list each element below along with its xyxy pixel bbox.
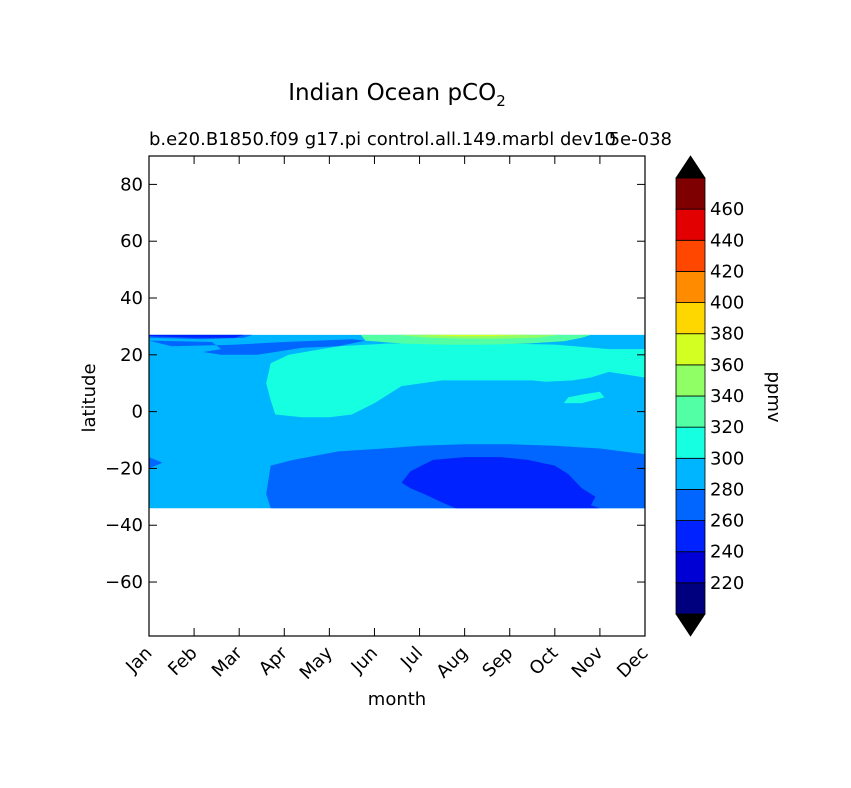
colorbar-extend-max [675, 155, 706, 179]
contour-region-7 [149, 457, 163, 469]
y-tick-label: −40 [105, 515, 143, 536]
colorbar-band [675, 457, 706, 490]
y-tick-label: 20 [120, 345, 143, 366]
colorbar-tick-label: 420 [710, 261, 744, 282]
contour-region-1 [266, 343, 645, 418]
x-tick-label: Jul [396, 643, 427, 674]
chart-title-main: Indian Ocean pCO [288, 80, 496, 106]
x-tick-label: Feb [164, 643, 201, 680]
colorbar-band [675, 395, 706, 428]
colorbar: 220 240 260 280 300 320 340 360 380 400 420 440 460 [675, 155, 744, 637]
colorbar-tick-label: 280 [710, 479, 744, 500]
y-axis-label: latitude [79, 363, 100, 432]
colorbar-band [675, 239, 706, 272]
colorbar-band [675, 177, 706, 210]
colorbar-band [675, 551, 706, 584]
colorbar-tick-label: 220 [710, 573, 744, 594]
colorbar-tick-label: 360 [710, 355, 744, 376]
y-tick-label: 40 [120, 288, 143, 309]
contour-region-4 [397, 334, 560, 339]
colorbar-tick-label: 300 [710, 448, 744, 469]
x-tick-label: Jan [121, 643, 156, 678]
colorbar-band [675, 302, 706, 335]
colorbar-tick-label: 320 [710, 417, 744, 438]
y-axis-ticks: 80 60 40 20 0 −20 −40 −60 [105, 174, 645, 593]
colorbar-tick-label: 440 [710, 230, 744, 251]
colorbar-band [675, 333, 706, 366]
y-tick-label: −20 [105, 458, 143, 479]
x-tick-label: Oct [525, 643, 562, 680]
x-tick-label: Aug [432, 643, 472, 683]
x-tick-label: Dec [613, 643, 652, 682]
colorbar-band [675, 520, 706, 553]
contour-region-8 [401, 457, 600, 509]
x-tick-label: Apr [255, 642, 292, 679]
colorbar-extend-min [675, 613, 706, 637]
chart-subtitle: b.e20.B1850.f09 g17.pi control.all.149.m… [149, 129, 616, 150]
colorbar-tick-label: 380 [710, 324, 744, 345]
plot-frame [148, 155, 646, 637]
chart-subtitle-overlap: 5e-038 [609, 129, 672, 150]
y-tick-label: 60 [120, 231, 143, 252]
x-tick-label: Jun [347, 643, 382, 678]
x-tick-label: Nov [568, 642, 608, 682]
colorbar-band [675, 271, 706, 303]
plot-area: 80 60 40 20 0 −20 −40 −60 Jan Feb Mar Apr May Jun Jul… [105, 155, 653, 684]
contour-layer [149, 334, 645, 509]
x-tick-label: Sep [478, 643, 517, 682]
chart-title-subscript: 2 [496, 92, 506, 110]
colorbar-tick-label: 400 [710, 293, 744, 314]
contour-region-2 [563, 391, 605, 404]
contour-region-11 [149, 339, 366, 355]
colorbar-band [675, 426, 706, 459]
x-tick-label: May [296, 642, 337, 683]
colorbar-band [675, 489, 706, 521]
contour-region-10 [149, 334, 244, 338]
y-tick-label: −60 [105, 572, 143, 593]
y-tick-label: 80 [120, 174, 143, 195]
colorbar-tick-label: 340 [710, 386, 744, 407]
x-tick-label: Mar [208, 642, 247, 681]
y-tick-label: 0 [132, 402, 143, 423]
colorbar-tick-label: 460 [710, 199, 744, 220]
contour-region-5 [419, 334, 528, 337]
colorbar-tick-label: 240 [710, 542, 744, 563]
colorbar-band [675, 208, 706, 241]
chart-title: Indian Ocean pCO2 [288, 80, 506, 110]
colorbar-band [675, 364, 706, 397]
colorbar-label: ppmv [763, 371, 784, 422]
colorbar-tick-label: 260 [710, 511, 744, 532]
colorbar-band [675, 582, 706, 615]
x-axis-label: month [368, 689, 426, 710]
